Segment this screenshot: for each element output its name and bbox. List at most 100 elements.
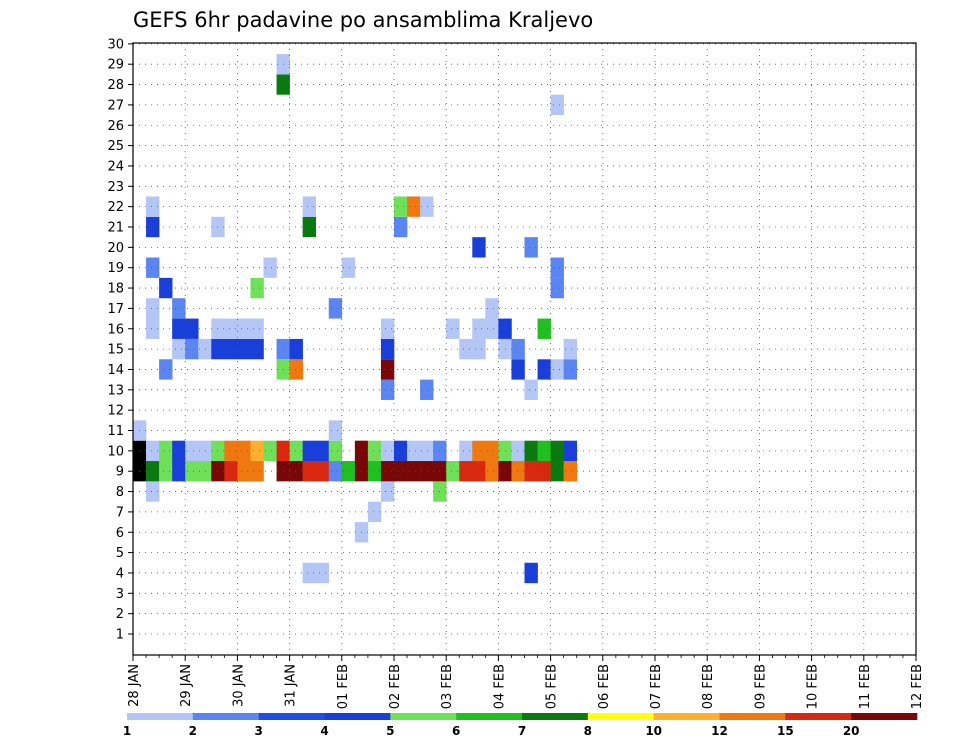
heatmap-cell [524, 379, 538, 400]
heatmap-cell [185, 440, 199, 462]
heatmap-cell [328, 440, 343, 462]
heatmap-cell [380, 318, 395, 339]
colorbar-tick-label: 12 [711, 724, 728, 738]
heatmap-cell [380, 379, 395, 400]
colorbar-tick-label: 3 [254, 724, 262, 738]
heatmap-cell [185, 338, 199, 360]
heatmap-cell [341, 461, 356, 482]
x-tick-label: 11 FEB [858, 664, 873, 709]
heatmap-cell [172, 298, 186, 319]
colorbar-tick-label: 15 [777, 724, 794, 738]
heatmap-cell [289, 440, 303, 462]
heatmap-cell [289, 359, 303, 380]
y-tick-label: 17 [107, 302, 124, 317]
heatmap-cell [159, 461, 173, 482]
heatmap-cell [250, 277, 264, 299]
heatmap-cell [420, 461, 434, 482]
heatmap-cell [550, 359, 564, 380]
heatmap-cell [302, 216, 316, 238]
heatmap-cell [250, 440, 264, 462]
y-tick-label: 11 [107, 424, 124, 439]
heatmap-cell [367, 440, 382, 462]
heatmap-cell [524, 440, 538, 462]
heatmap-cell [550, 257, 564, 278]
heatmap-cell [159, 277, 173, 299]
x-tick-label: 10 FEB [806, 664, 821, 709]
heatmap-cell [172, 338, 186, 360]
heatmap-cell [511, 461, 525, 482]
heatmap-cell [302, 562, 316, 584]
colorbar-swatch [587, 713, 654, 720]
heatmap-cell [224, 461, 238, 482]
colorbar-swatch [324, 713, 391, 720]
heatmap-cell [146, 216, 160, 238]
heatmap-cell [472, 338, 486, 360]
x-tick-label: 01 FEB [336, 664, 351, 709]
heatmap-cell [237, 318, 251, 339]
heatmap-cell [250, 318, 264, 339]
heatmap-cell [172, 461, 186, 482]
x-tick-label: 03 FEB [440, 664, 455, 709]
y-tick-label: 18 [107, 282, 124, 297]
heatmap-cells [133, 54, 577, 584]
heatmap-cell [198, 461, 212, 482]
heatmap-cell [550, 94, 564, 116]
colorbar-swatch [719, 713, 786, 720]
x-axis: 28 JAN 29 JAN 30 JAN 31 JAN 01 FEB 02 FEB 03 F… [127, 655, 925, 709]
colorbar-swatch [653, 713, 720, 720]
colorbar-tick-label: 4 [320, 724, 328, 738]
heatmap-cell [407, 440, 421, 462]
heatmap-cell [485, 461, 499, 482]
heatmap-cell [537, 318, 551, 339]
x-tick-label: 04 FEB [492, 664, 507, 709]
heatmap-cell [263, 257, 277, 278]
y-tick-label: 28 [107, 78, 124, 93]
x-tick-label: 02 FEB [388, 664, 403, 709]
heatmap-cell [380, 359, 395, 380]
heatmap-cell [459, 461, 473, 482]
heatmap-cell [146, 318, 160, 339]
x-tick-label: 08 FEB [701, 664, 716, 709]
y-tick-label: 6 [116, 526, 124, 541]
y-axis: 1234567891011121314151617181920212223242… [107, 37, 133, 643]
x-tick-label: 30 JAN [231, 664, 246, 707]
colorbar-swatch [851, 713, 918, 720]
heatmap-cell [328, 420, 343, 441]
heatmap-cell [446, 461, 460, 482]
heatmap-cell [472, 237, 486, 258]
y-tick-label: 10 [107, 444, 124, 459]
y-tick-label: 12 [107, 404, 124, 419]
heatmap-cell [198, 440, 212, 462]
heatmap-cell [537, 461, 551, 482]
heatmap-cell [146, 196, 160, 217]
colorbar-tick-label: 7 [518, 724, 526, 738]
heatmap-cell [159, 359, 173, 380]
y-tick-label: 5 [116, 546, 124, 561]
y-tick-label: 26 [107, 119, 124, 134]
heatmap-cell [563, 440, 577, 462]
heatmap-cell [420, 440, 434, 462]
heatmap-cell [250, 338, 264, 360]
colorbar-tick-label: 5 [386, 724, 394, 738]
heatmap-cell [185, 318, 199, 339]
heatmap-cell [511, 338, 525, 360]
heatmap-cell [563, 359, 577, 380]
heatmap-cell [394, 440, 408, 462]
x-tick-label: 12 FEB [910, 664, 925, 709]
x-tick-label: 05 FEB [545, 664, 560, 709]
heatmap-cell [420, 379, 434, 400]
heatmap-cell [563, 338, 577, 360]
heatmap-cell [524, 562, 538, 584]
y-tick-label: 8 [116, 485, 124, 500]
colorbar-tick-label: 2 [189, 724, 197, 738]
heatmap-cell [172, 440, 186, 462]
heatmap-cell [237, 338, 251, 360]
heatmap-cell [511, 440, 525, 462]
heatmap-cell [185, 461, 199, 482]
heatmap-cell [485, 440, 499, 462]
x-tick-label: 06 FEB [597, 664, 612, 709]
y-tick-label: 20 [107, 241, 124, 256]
x-tick-label: 31 JAN [284, 664, 299, 707]
heatmap-cell [328, 461, 343, 482]
y-tick-label: 16 [107, 322, 124, 337]
